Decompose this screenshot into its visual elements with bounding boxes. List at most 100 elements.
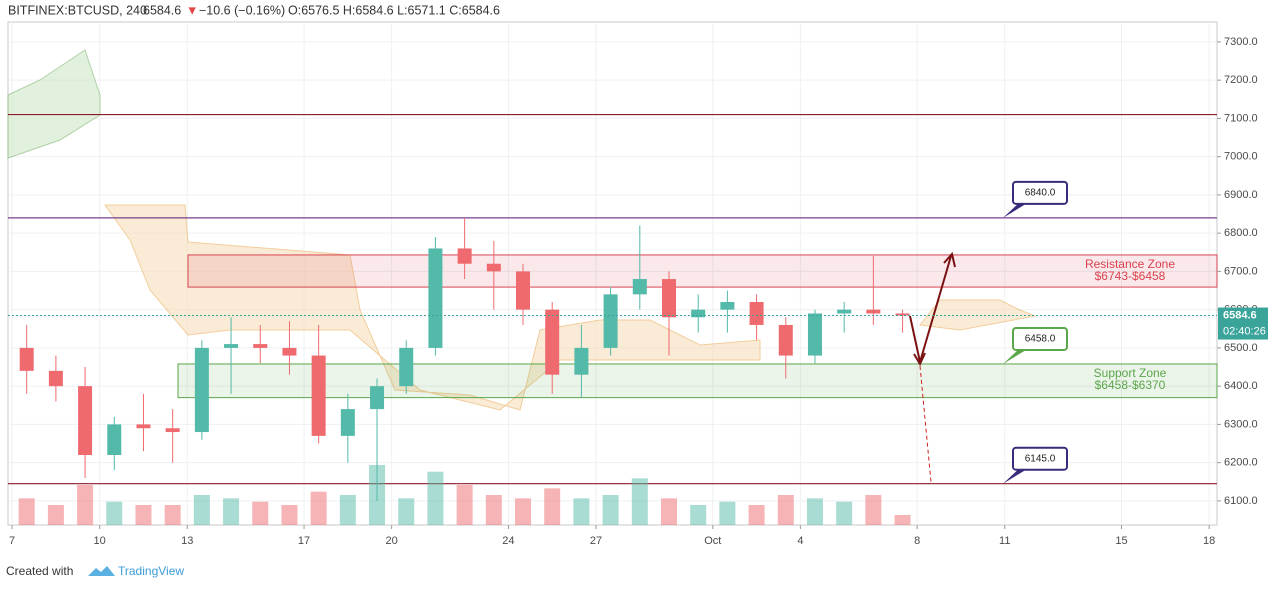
cloud — [7, 49, 101, 159]
candle-body — [19, 347, 34, 371]
volume-bar — [193, 495, 210, 525]
candle-body — [661, 279, 676, 318]
cloud — [919, 299, 1037, 331]
volume-bar — [865, 495, 882, 525]
x-tick-label: 17 — [298, 535, 310, 547]
price-badge-label: 6584.6 — [1223, 309, 1257, 321]
callout-label: 6840.0 — [1025, 187, 1056, 198]
candle-body — [165, 428, 180, 433]
candle-body — [253, 344, 268, 348]
projection-arrows — [909, 251, 956, 483]
volume-bar — [310, 491, 327, 525]
x-tick-label: 8 — [914, 535, 920, 547]
candle-body — [78, 386, 93, 456]
price-countdown: 02:40:26 — [1223, 325, 1266, 337]
candle-body — [107, 424, 122, 456]
x-tick-label: Oct — [704, 535, 721, 547]
symbol: BITFINEX:BTCUSD, 240 — [8, 3, 147, 17]
candle-body — [486, 263, 501, 272]
footer-brand[interactable]: TradingView — [118, 564, 184, 578]
volume-bar — [544, 488, 561, 525]
x-tick-label: 15 — [1115, 535, 1127, 547]
candle-body — [603, 294, 618, 348]
volume-bar — [660, 498, 677, 525]
candle-body — [399, 347, 414, 387]
price-badge — [1218, 307, 1268, 340]
y-tick-label: 7100.0 — [1224, 112, 1258, 124]
candle-body — [837, 309, 852, 314]
x-tick-label: 13 — [181, 535, 193, 547]
candle-body — [720, 301, 735, 310]
callout-box — [1012, 446, 1068, 471]
y-tick-label: 6300.0 — [1224, 418, 1258, 430]
y-tick-label: 7200.0 — [1224, 74, 1258, 86]
x-tick-label: 18 — [1203, 535, 1215, 547]
volume-bar — [427, 471, 444, 525]
candle-body — [778, 324, 793, 356]
y-tick-label: 6700.0 — [1224, 265, 1258, 277]
candle-body — [749, 301, 764, 325]
candle-body — [224, 344, 239, 348]
candle-body — [48, 370, 63, 387]
volume-bar — [485, 495, 502, 525]
x-tick-label: 4 — [797, 535, 803, 547]
callout-label: 6458.0 — [1025, 334, 1056, 345]
candle-body — [136, 424, 151, 429]
volume-bar — [631, 478, 648, 525]
y-tick-label: 7000.0 — [1224, 151, 1258, 163]
marks: Resistance Zone$6743-$6458 Support Zone$6… — [8, 113, 1218, 525]
x-tick-label: 10 — [94, 535, 106, 547]
volume-bar — [252, 501, 269, 525]
candle-body — [370, 386, 385, 410]
resistance-zone — [187, 254, 1218, 288]
y-tick-label: 7300.0 — [1224, 36, 1258, 48]
candle-body — [691, 309, 706, 318]
support-zone — [177, 363, 1218, 399]
candle-body — [428, 248, 443, 348]
candle-body — [282, 347, 297, 356]
volume-bar — [515, 498, 532, 525]
volume-bar — [806, 498, 823, 525]
volume-bar — [223, 498, 240, 525]
zone-range: $6743-$6458 — [1095, 269, 1166, 283]
y-tick-label: 6900.0 — [1224, 189, 1258, 201]
candle-body — [516, 271, 531, 310]
volume-bar — [573, 498, 590, 525]
candle-body — [632, 279, 647, 295]
x-tick-label: 24 — [502, 535, 514, 547]
volume-bar — [748, 505, 765, 525]
logo[interactable] — [88, 566, 115, 576]
candle-body — [340, 409, 355, 436]
y-tick-label: 6400.0 — [1224, 380, 1258, 392]
x-tick-label: 20 — [386, 535, 398, 547]
candle-body — [895, 313, 910, 316]
volume-bar — [47, 505, 64, 525]
volume-bar — [106, 501, 123, 525]
candle-body — [574, 347, 589, 375]
x-tick-label: 7 — [9, 535, 15, 547]
volume-bar — [777, 495, 794, 525]
callout-box — [1012, 326, 1068, 351]
change: −10.6 (−0.16%) — [199, 3, 285, 17]
volume-bar — [398, 498, 415, 525]
x-tick-label: 27 — [590, 535, 602, 547]
candle-body — [194, 347, 209, 433]
candle-body — [311, 355, 326, 436]
ohlc: O:6576.5 H:6584.6 L:6571.1 C:6584.6 — [288, 3, 500, 17]
volume-bar — [456, 485, 473, 525]
candle-body — [545, 309, 560, 375]
zone-range: $6458-$6370 — [1095, 378, 1166, 392]
volume-bar — [602, 495, 619, 525]
volume-bar — [894, 515, 911, 525]
volume-bar — [77, 485, 94, 525]
callout-pointer — [1003, 349, 1026, 364]
change-direction: ▼ — [186, 3, 198, 17]
volume-bar — [281, 505, 298, 525]
cloud — [104, 204, 761, 411]
volume-bar — [135, 505, 152, 525]
candle-body — [457, 248, 472, 264]
callout-pointer — [1003, 469, 1026, 484]
callout-label: 6145.0 — [1025, 453, 1056, 464]
x-tick-label: 11 — [999, 535, 1010, 547]
